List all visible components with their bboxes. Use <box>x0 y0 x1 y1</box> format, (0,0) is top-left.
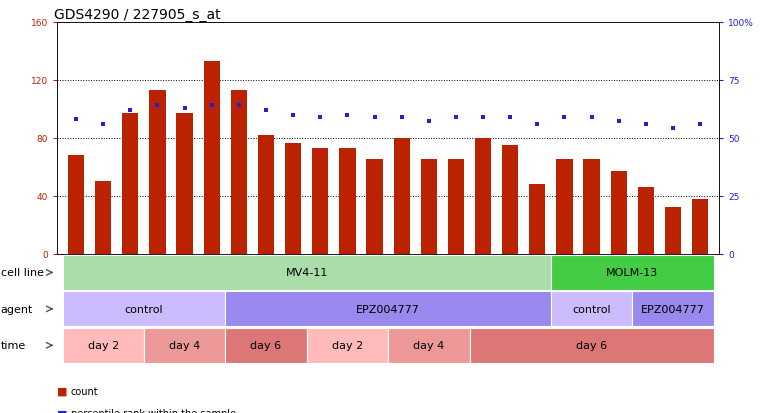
Text: control: control <box>572 304 611 314</box>
Text: MV4-11: MV4-11 <box>285 268 328 278</box>
Text: day 4: day 4 <box>169 340 200 351</box>
Point <box>640 121 652 128</box>
Bar <box>123 114 139 254</box>
Text: GDS4290 / 227905_s_at: GDS4290 / 227905_s_at <box>54 8 221 22</box>
Point <box>368 114 380 121</box>
Bar <box>447 160 464 254</box>
Bar <box>502 146 518 254</box>
Bar <box>204 62 220 254</box>
Point <box>179 105 191 112</box>
Bar <box>610 172 627 254</box>
Bar <box>312 148 329 254</box>
Text: ■: ■ <box>57 386 68 396</box>
Point <box>151 103 164 109</box>
Text: cell line: cell line <box>1 268 44 278</box>
Bar <box>95 182 111 254</box>
Text: day 4: day 4 <box>413 340 444 351</box>
Bar <box>366 160 383 254</box>
Point <box>97 121 110 128</box>
Point <box>422 119 435 126</box>
Bar <box>692 199 708 254</box>
Bar <box>421 160 437 254</box>
Point <box>124 107 136 114</box>
Text: ■: ■ <box>57 408 68 413</box>
Point <box>233 103 245 109</box>
Point <box>559 114 571 121</box>
Text: percentile rank within the sample: percentile rank within the sample <box>71 408 236 413</box>
Text: control: control <box>125 304 163 314</box>
Point <box>450 114 462 121</box>
Text: MOLM-13: MOLM-13 <box>607 268 658 278</box>
Bar <box>665 208 681 254</box>
Text: day 2: day 2 <box>88 340 119 351</box>
Bar <box>475 138 491 254</box>
Point <box>314 114 326 121</box>
Bar <box>529 185 546 254</box>
Bar <box>231 91 247 254</box>
Point <box>70 116 82 123</box>
Text: day 6: day 6 <box>250 340 282 351</box>
Point <box>205 103 218 109</box>
Bar <box>177 114 193 254</box>
Bar <box>149 91 166 254</box>
Text: count: count <box>71 386 98 396</box>
Point <box>260 107 272 114</box>
Text: EPZ004777: EPZ004777 <box>641 304 705 314</box>
Bar <box>285 144 301 254</box>
Point <box>342 112 354 119</box>
Bar <box>393 138 410 254</box>
Point <box>613 119 625 126</box>
Text: agent: agent <box>1 304 33 314</box>
Point <box>396 114 408 121</box>
Point <box>694 121 706 128</box>
Text: EPZ004777: EPZ004777 <box>356 304 420 314</box>
Bar <box>638 188 654 254</box>
Text: time: time <box>1 340 26 351</box>
Point <box>585 114 597 121</box>
Bar <box>68 156 84 254</box>
Point <box>667 126 679 133</box>
Bar <box>258 135 274 254</box>
Point <box>477 114 489 121</box>
Bar <box>339 148 355 254</box>
Point <box>504 114 516 121</box>
Bar <box>556 160 572 254</box>
Text: day 6: day 6 <box>576 340 607 351</box>
Point <box>287 112 299 119</box>
Bar <box>584 160 600 254</box>
Point <box>531 121 543 128</box>
Text: day 2: day 2 <box>332 340 363 351</box>
